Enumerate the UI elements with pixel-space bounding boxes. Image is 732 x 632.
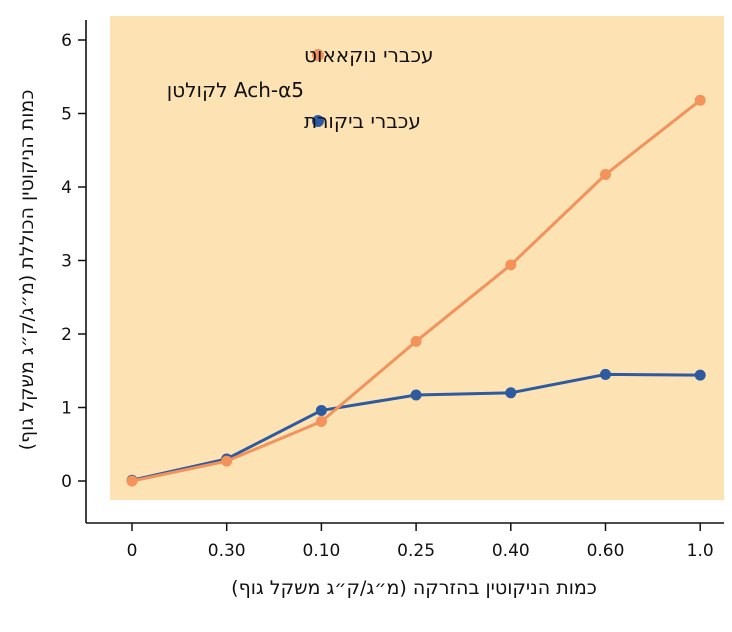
legend-label-knockout-line2: לקולטן Ach-α5 <box>167 78 304 102</box>
legend-label-control: עכברי ביקורת <box>304 109 421 133</box>
data-point-control <box>694 369 706 381</box>
x-tick-label: 0 <box>127 541 138 561</box>
legend-item-control: עכברי ביקורת <box>304 109 421 133</box>
x-tick-label: 1.0 <box>687 541 714 561</box>
data-point-control <box>600 368 611 380</box>
y-tick-label: 3 <box>61 252 72 272</box>
data-point-knockout <box>315 415 327 427</box>
x-axis-ticks: 0 0.30 0.10 0.25 0.40 0.60 1.0 <box>127 523 714 561</box>
plot-background <box>110 16 724 500</box>
data-point-control <box>315 404 327 416</box>
series-knockout <box>126 94 706 487</box>
y-axis-title: כמות הניקוטין הכוללת (מ״ג/ק״ג משקל גוף) <box>16 90 38 451</box>
legend-item-knockout: עכברי נוקאאוט לקולטן Ach-α5 <box>167 43 434 102</box>
x-tick-label: 0.30 <box>208 541 246 561</box>
x-axis-title: כמות הניקוטין בהזרקה (מ״ג/ק״ג משקל גוף) <box>231 577 597 599</box>
series-layer <box>126 94 706 487</box>
y-tick-label: 0 <box>61 472 72 492</box>
y-tick-label: 6 <box>61 31 72 51</box>
x-tick-label: 0.40 <box>492 541 530 561</box>
data-point-knockout <box>694 94 706 106</box>
data-point-knockout <box>600 169 611 181</box>
y-axis-ticks: 0 1 2 3 4 5 6 <box>61 31 86 492</box>
y-tick-label: 5 <box>61 105 72 125</box>
legend: עכברי נוקאאוט לקולטן Ach-α5 עכברי ביקורת <box>167 43 434 133</box>
data-point-knockout <box>505 259 517 271</box>
data-point-control <box>505 387 517 399</box>
data-point-knockout <box>410 335 422 347</box>
legend-label-knockout-line1: עכברי נוקאאוט <box>304 43 434 67</box>
data-point-knockout <box>126 475 138 487</box>
y-tick-label: 4 <box>61 178 72 198</box>
x-tick-label: 0.10 <box>302 541 340 561</box>
data-point-control <box>410 389 422 401</box>
legend-marker-control <box>312 115 324 127</box>
x-tick-label: 0.25 <box>397 541 435 561</box>
data-point-knockout <box>221 455 233 467</box>
y-tick-label: 1 <box>61 399 72 419</box>
x-tick-label: 0.60 <box>587 541 625 561</box>
legend-marker-knockout <box>312 49 324 61</box>
y-tick-label: 2 <box>61 325 72 345</box>
